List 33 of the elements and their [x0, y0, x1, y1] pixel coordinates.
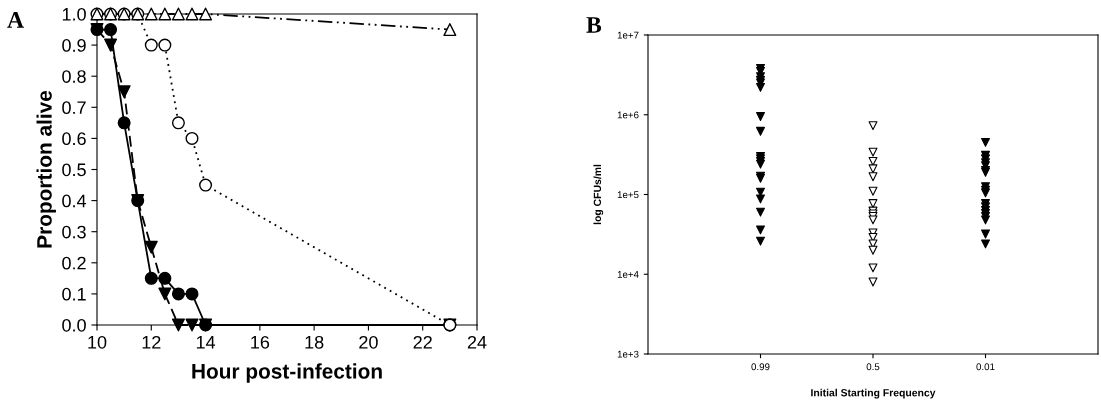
y-tick-label: 0.4: [62, 194, 87, 208]
x-tick-label: 12: [142, 335, 161, 349]
y-tick-label: 0.0: [62, 318, 86, 332]
text: B: [586, 17, 602, 33]
x-tick-label: 10: [88, 335, 107, 349]
x-tick-label: 16: [251, 335, 270, 349]
x-tick-label: 0.01: [976, 363, 995, 371]
y-tick-label: 1e+3: [617, 350, 639, 358]
y-axis-title: Proportion alive: [36, 90, 56, 248]
x-axis-title: Hour post-infection: [192, 363, 382, 383]
y-tick-label: 1.0: [62, 7, 86, 21]
x-tick-label: 22: [413, 335, 432, 349]
x-tick-label: 24: [467, 335, 487, 349]
x-tick-label: 0.5: [866, 363, 880, 371]
text: A: [7, 12, 24, 28]
y-tick-label: 0.5: [62, 163, 86, 177]
y-tick-label: 0.9: [62, 39, 86, 52]
x-axis-title: Initial Starting Frequency: [811, 388, 936, 399]
y-tick-label: 1e+5: [617, 191, 639, 199]
y-tick-label: 1e+7: [617, 31, 639, 39]
y-tick-label: 1e+4: [617, 271, 639, 278]
y-tick-label: 0.1: [62, 287, 86, 301]
x-tick-label: 18: [305, 335, 324, 349]
y-tick-label: 0.2: [62, 256, 86, 270]
x-tick-label: 0.99: [751, 363, 770, 371]
y-tick-label: 0.7: [62, 101, 86, 115]
y-tick-label: 0.6: [62, 132, 86, 146]
y-tick-label: 0.3: [62, 225, 86, 239]
y-axis-title: log CFUs/ml: [593, 164, 604, 225]
y-tick-label: 1e+6: [617, 111, 639, 119]
x-tick-label: 14: [196, 336, 216, 349]
y-tick-label: 0.8: [62, 70, 86, 83]
x-tick-label: 20: [359, 335, 378, 349]
